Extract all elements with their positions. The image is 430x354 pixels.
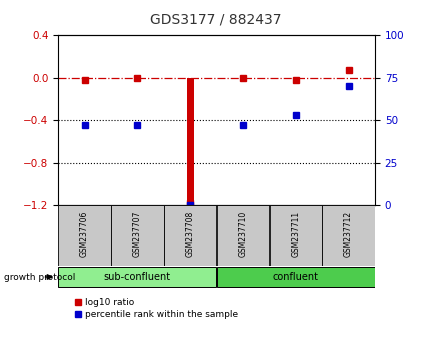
Bar [111, 205, 163, 266]
Text: growth protocol: growth protocol [4, 273, 76, 281]
Bar [216, 205, 268, 266]
Bar [58, 267, 216, 287]
Bar [186, 78, 193, 203]
Text: sub-confluent: sub-confluent [104, 272, 171, 281]
Bar [216, 267, 374, 287]
Bar [322, 205, 374, 266]
Text: GSM237710: GSM237710 [238, 211, 247, 257]
Text: GSM237706: GSM237706 [80, 211, 89, 257]
Text: GSM237708: GSM237708 [185, 211, 194, 257]
Bar [58, 205, 111, 266]
Text: GSM237711: GSM237711 [291, 211, 300, 257]
Legend: log10 ratio, percentile rank within the sample: log10 ratio, percentile rank within the … [71, 295, 241, 322]
Bar [269, 205, 321, 266]
Text: GSM237712: GSM237712 [343, 211, 352, 257]
Text: GSM237707: GSM237707 [132, 211, 141, 257]
Text: confluent: confluent [272, 272, 318, 281]
Text: GDS3177 / 882437: GDS3177 / 882437 [149, 12, 281, 27]
Bar [164, 205, 216, 266]
